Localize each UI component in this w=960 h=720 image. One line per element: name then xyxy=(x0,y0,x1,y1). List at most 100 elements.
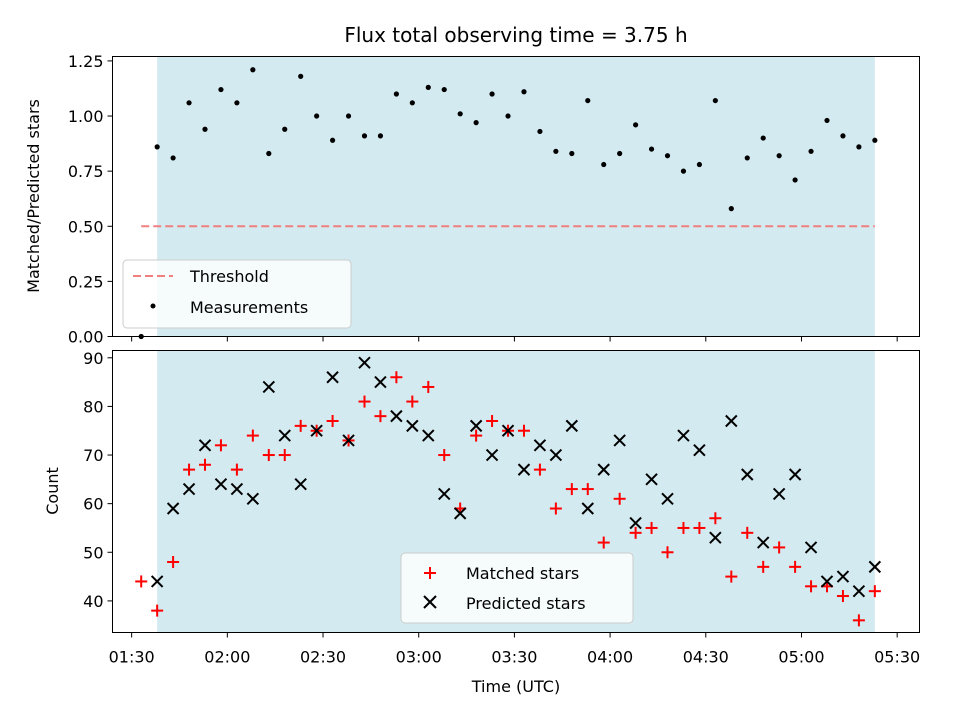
matched-star-point xyxy=(805,580,818,593)
matched-star-point xyxy=(246,429,259,442)
predicted-star-point xyxy=(342,434,355,447)
measurement-point xyxy=(553,148,559,154)
predicted-star-point xyxy=(645,473,658,486)
bottom-plot-frame xyxy=(112,350,920,633)
top-y-tick-label: 0.50 xyxy=(68,217,104,236)
bottom-y-tick-label: 40 xyxy=(83,592,103,611)
predicted-star-point xyxy=(709,531,722,544)
bottom-legend: Matched stars Predicted stars xyxy=(400,552,634,624)
x-tick-label: 02:00 xyxy=(204,648,250,667)
matched-star-point xyxy=(693,521,706,534)
predicted-star-point xyxy=(788,468,802,481)
predicted-star-point xyxy=(469,419,483,433)
measurement-point xyxy=(808,148,814,154)
legend-measurement-swatch xyxy=(150,303,156,309)
legend-matched-swatch xyxy=(424,567,436,579)
matched-star-point xyxy=(135,575,148,588)
measurement-point xyxy=(744,155,750,161)
legend-threshold-label: Threshold xyxy=(189,267,269,286)
predicted-star-point xyxy=(438,487,451,501)
measurement-point xyxy=(760,135,766,141)
measurement-point xyxy=(457,111,463,117)
predicted-star-point xyxy=(741,468,754,481)
predicted-star-point xyxy=(661,492,674,506)
x-tick-label: 01:30 xyxy=(109,648,155,667)
measurement-point xyxy=(505,113,511,119)
predicted-star-point xyxy=(725,414,738,428)
measurement-point xyxy=(712,97,718,104)
top-legend: Threshold Measurements xyxy=(122,259,352,329)
measurement-point xyxy=(680,168,687,174)
matched-star-point xyxy=(390,371,403,384)
measurement-point xyxy=(473,120,479,126)
matched-star-point xyxy=(406,395,419,408)
matched-star-point xyxy=(629,526,642,539)
predicted-star-point xyxy=(246,492,260,506)
measurement-point xyxy=(489,91,495,97)
predicted-star-point xyxy=(852,584,866,598)
matched-star-point xyxy=(262,449,275,462)
top-panel: 0.00 0.25 0.50 0.75 1.00 1.25 Matched/Predict… xyxy=(24,52,920,347)
top-y-tick-label: 0.00 xyxy=(68,328,104,347)
top-legend-box xyxy=(122,259,352,329)
measurement-point xyxy=(601,161,607,168)
predicted-star-point xyxy=(613,434,626,447)
matched-star-point xyxy=(214,439,227,452)
measurement-point xyxy=(441,86,447,93)
measurement-point xyxy=(537,128,543,135)
top-y-tick-label: 1.00 xyxy=(68,107,104,126)
bottom-x-axis: 01:30 02:00 02:30 03:00 03:30 04:00 04:30 05:00… xyxy=(109,632,920,667)
predicted-star-point xyxy=(597,463,610,476)
matched-star-point xyxy=(581,483,594,496)
predicted-star-point xyxy=(677,429,690,442)
matched-star-point xyxy=(852,614,865,627)
matched-star-point xyxy=(549,502,562,515)
matched-star-point xyxy=(183,463,196,476)
bottom-y-axis: 40 50 60 70 80 90 xyxy=(83,349,113,611)
matched-star-point xyxy=(517,424,530,437)
matched-star-point xyxy=(533,463,546,476)
measurement-point xyxy=(154,144,160,150)
predicted-star-point xyxy=(533,439,547,452)
x-axis-label: Time (UTC) xyxy=(471,677,560,696)
top-y-tick-label: 1.25 xyxy=(68,52,104,71)
x-tick-label: 04:00 xyxy=(587,648,633,667)
measurement-point xyxy=(648,146,655,152)
measurement-point xyxy=(856,144,862,150)
predicted-star-point xyxy=(310,424,323,437)
measurement-point xyxy=(250,67,256,73)
matched-star-point xyxy=(645,521,658,534)
measurement-point xyxy=(792,177,798,183)
measurement-point xyxy=(202,126,208,132)
predicted-star-point xyxy=(772,487,786,501)
predicted-star-point xyxy=(422,429,435,442)
predicted-star-point xyxy=(278,429,291,442)
matched-star-point xyxy=(836,590,849,603)
measurement-point xyxy=(633,122,639,128)
measurement-point xyxy=(776,153,782,159)
predicted-star-point xyxy=(198,439,212,452)
measurement-point xyxy=(425,84,431,90)
matched-star-point xyxy=(278,449,291,462)
measurement-point xyxy=(377,133,384,139)
top-y-axis: 0.00 0.25 0.50 0.75 1.00 1.25 xyxy=(68,52,113,347)
matched-star-point xyxy=(565,483,578,496)
top-x-ticks xyxy=(131,336,898,342)
predicted-star-point xyxy=(214,477,228,491)
matched-star-point xyxy=(868,585,881,598)
top-y-tick-label: 0.75 xyxy=(68,162,104,181)
measurement-point xyxy=(282,126,288,132)
matched-star-point xyxy=(757,560,770,573)
measurement-point xyxy=(345,113,352,119)
chart-title: Flux total observing time = 3.75 h xyxy=(344,23,687,47)
matched-star-point xyxy=(470,429,483,442)
matched-star-point xyxy=(725,570,738,583)
measurement-point xyxy=(872,137,878,143)
measurement-point xyxy=(298,73,304,79)
predicted-star-point xyxy=(565,419,579,433)
matched-star-point xyxy=(773,541,786,554)
predicted-star-point xyxy=(517,463,531,476)
predicted-star-point xyxy=(326,371,339,384)
predicted-star-point xyxy=(693,443,706,457)
